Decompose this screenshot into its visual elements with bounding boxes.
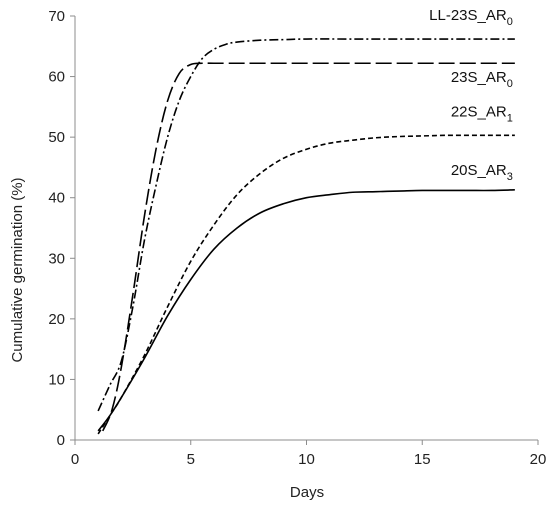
y-tick-label: 60: [48, 69, 65, 86]
series-label: LL-23S_AR0: [429, 7, 513, 28]
series-line-long-dash: [102, 62, 515, 432]
y-tick-label: 40: [48, 190, 65, 207]
x-tick-label: 20: [530, 451, 547, 468]
series-label-subscript: 0: [507, 78, 513, 90]
x-tick-label: 15: [414, 451, 431, 468]
y-tick-label: 20: [48, 311, 65, 328]
series-label-name: 23S_AR: [451, 69, 507, 86]
series-line-short-dash: [97, 134, 515, 435]
series-label-subscript: 0: [507, 16, 513, 28]
series-label-name: 22S_AR: [451, 103, 507, 120]
y-tick-label: 10: [48, 371, 65, 388]
series-label: 22S_AR1: [451, 103, 513, 124]
series-label: 20S_AR3: [451, 162, 513, 183]
series-label-name: LL-23S_AR: [429, 7, 507, 24]
y-tick-label: 30: [48, 250, 65, 267]
series-label-name: 20S_AR: [451, 162, 507, 179]
y-tick-label: 0: [57, 432, 65, 449]
x-axis-title: Days: [290, 484, 324, 501]
series-label-subscript: 1: [507, 112, 513, 124]
x-tick-label: 5: [187, 451, 195, 468]
series-line-dash-dot: [97, 38, 515, 412]
y-tick-label: 70: [48, 8, 65, 25]
y-axis-title: Cumulative germination (%): [9, 177, 26, 362]
series-label-subscript: 3: [507, 171, 513, 183]
y-tick-label: 50: [48, 129, 65, 146]
x-tick-label: 0: [71, 451, 79, 468]
x-tick-label: 10: [298, 451, 315, 468]
series-line-solid: [97, 189, 515, 432]
series-label: 23S_AR0: [451, 69, 513, 90]
series-lines: [97, 38, 515, 435]
